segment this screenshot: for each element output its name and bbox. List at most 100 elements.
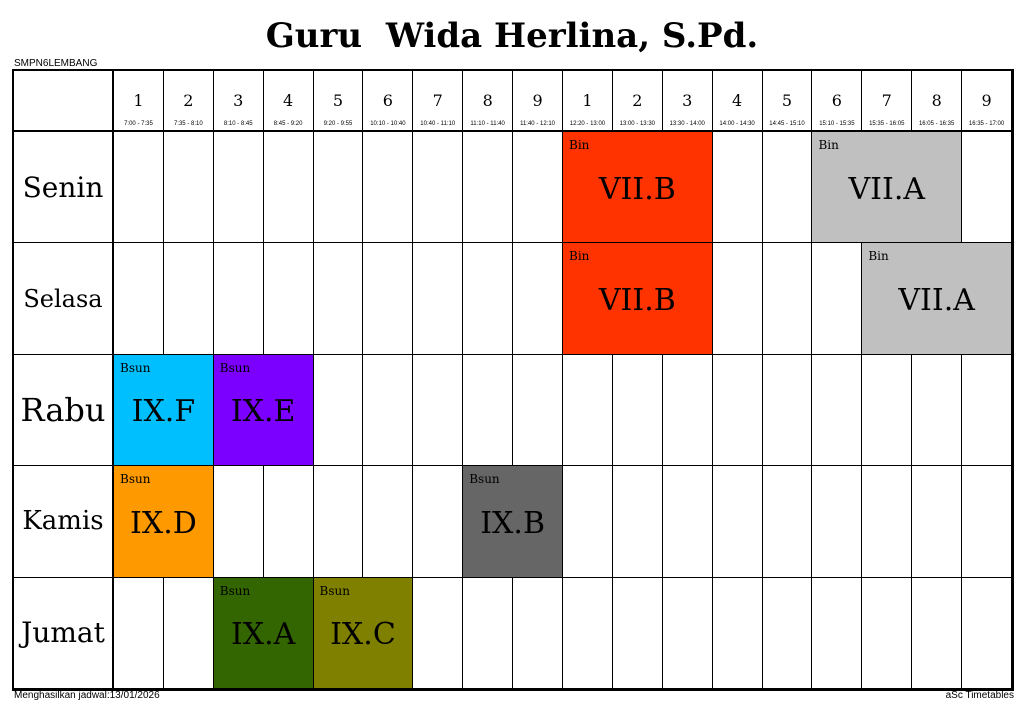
period-number: 7 — [432, 91, 443, 110]
timetable-grid: 1 7:00 - 7:35 2 7:35 - 8:10 3 8:10 - 8:45 4 8:4… — [12, 69, 1014, 691]
period-time: 13:30 - 14:00 — [669, 121, 705, 127]
timetable-cell — [712, 132, 763, 244]
timetable-cell — [563, 354, 613, 467]
timetable-cell — [662, 354, 713, 467]
timetable-cell — [213, 466, 264, 578]
timetable-cell — [563, 466, 613, 578]
lesson-block[interactable]: Bsun IX.B — [463, 466, 563, 578]
timetable-cell — [114, 577, 164, 689]
period-header: 5 14:45 - 15:10 — [762, 71, 813, 132]
timetable-cell — [762, 132, 813, 244]
timetable-cell — [114, 132, 164, 244]
period-number: 5 — [332, 91, 344, 110]
timetable-cell — [662, 577, 713, 689]
timetable-cell — [762, 577, 813, 689]
lesson-block[interactable]: Bsun IX.F — [114, 354, 214, 467]
period-header: 5 9:20 - 9:55 — [313, 71, 364, 132]
timetable-cell — [163, 132, 214, 244]
day-name: Kamis — [22, 506, 104, 537]
period-header: 8 11:10 - 11:40 — [463, 71, 514, 132]
timetable-cell — [213, 132, 264, 244]
period-time: 7:00 - 7:35 — [124, 121, 153, 127]
header-corner-cell — [14, 71, 114, 132]
lesson-block[interactable]: Bsun IX.E — [213, 354, 314, 467]
timetable-cell — [812, 354, 863, 467]
day-name: Rabu — [20, 390, 106, 429]
period-number: 2 — [632, 91, 643, 110]
timetable-cell — [962, 577, 1012, 689]
timetable-cell — [163, 243, 214, 355]
timetable-cell — [563, 577, 613, 689]
timetable-cell — [712, 577, 763, 689]
timetable-cell — [463, 577, 514, 689]
day-label-cell: Kamis — [14, 466, 114, 578]
lesson-block[interactable]: Bsun IX.D — [114, 466, 214, 578]
period-header: 1 7:00 - 7:35 — [114, 71, 164, 132]
timetable-cell — [712, 354, 763, 467]
day-label-cell: Senin — [14, 132, 114, 244]
period-time: 11:10 - 11:40 — [470, 121, 505, 127]
timetable-cell — [463, 354, 514, 467]
period-header: 4 8:45 - 9:20 — [263, 71, 314, 132]
lesson-subject: Bsun — [469, 472, 500, 487]
lesson-block[interactable]: Bin VII.B — [563, 243, 713, 355]
period-number: 6 — [382, 91, 393, 110]
timetable-cell — [363, 466, 414, 578]
timetable-cell — [513, 354, 563, 467]
lesson-class: IX.E — [230, 394, 296, 430]
timetable-cell — [363, 354, 414, 467]
period-time: 7:35 - 8:10 — [173, 121, 203, 127]
period-header: 9 11:40 - 12:10 — [513, 71, 563, 132]
timetable-cell — [812, 243, 863, 355]
day-name: Jumat — [21, 616, 105, 650]
period-header: 9 16:35 - 17:00 — [962, 71, 1012, 132]
lesson-block[interactable]: Bin VII.A — [862, 243, 1012, 355]
period-time: 9:20 - 9:55 — [323, 121, 353, 127]
lesson-class: VII.B — [598, 283, 676, 319]
timetable-cell — [313, 466, 364, 578]
lesson-subject: Bsun — [120, 472, 151, 487]
timetable-cell — [363, 132, 414, 244]
period-header: 7 10:40 - 11:10 — [413, 71, 464, 132]
timetable-cell — [862, 577, 913, 689]
timetable-cell — [263, 243, 314, 355]
lesson-subject: Bsun — [120, 360, 151, 375]
timetable-cell — [962, 132, 1012, 244]
period-number: 5 — [781, 91, 793, 110]
lesson-block[interactable]: Bsun IX.C — [313, 577, 414, 689]
day-label-cell: Jumat — [14, 577, 114, 689]
timetable-cell — [463, 243, 514, 355]
lesson-subject: Bin — [569, 249, 590, 264]
period-header: 7 15:35 - 16:05 — [862, 71, 913, 132]
period-number: 3 — [233, 91, 244, 110]
period-time: 15:35 - 16:05 — [869, 121, 905, 127]
lesson-class: IX.D — [129, 505, 197, 541]
lesson-class: IX.B — [480, 505, 545, 541]
period-header: 8 16:05 - 16:35 — [912, 71, 963, 132]
lesson-block[interactable]: Bin VII.B — [563, 132, 713, 244]
lesson-subject: Bin — [818, 138, 839, 152]
day-label-cell: Rabu — [14, 354, 114, 467]
period-time: 12:20 - 13:00 — [569, 121, 606, 127]
period-time: 15:10 - 15:35 — [819, 121, 855, 127]
period-time: 14:45 - 15:10 — [769, 121, 805, 127]
period-number: 9 — [981, 91, 992, 110]
period-time: 13:00 - 13:30 — [619, 121, 655, 127]
period-time: 16:05 - 16:35 — [918, 121, 955, 127]
lesson-block[interactable]: Bsun IX.A — [213, 577, 314, 689]
period-header: 2 7:35 - 8:10 — [163, 71, 214, 132]
timetable-cell — [712, 243, 763, 355]
timetable-cell — [912, 354, 963, 467]
period-time: 8:10 - 8:45 — [223, 121, 253, 127]
timetable-cell — [812, 466, 863, 578]
lesson-subject: Bsun — [219, 360, 251, 375]
generated-date: Menghasilkan jadwal:13/01/2026 — [14, 690, 160, 701]
lesson-class: VII.B — [598, 171, 676, 207]
period-number: 7 — [881, 91, 892, 110]
period-header: 3 8:10 - 8:45 — [213, 71, 264, 132]
timetable-cell — [612, 354, 663, 467]
day-label-cell: Selasa — [14, 243, 114, 355]
timetable-cell — [263, 466, 314, 578]
lesson-block[interactable]: Bin VII.A — [812, 132, 963, 244]
timetable-cell — [413, 354, 464, 467]
